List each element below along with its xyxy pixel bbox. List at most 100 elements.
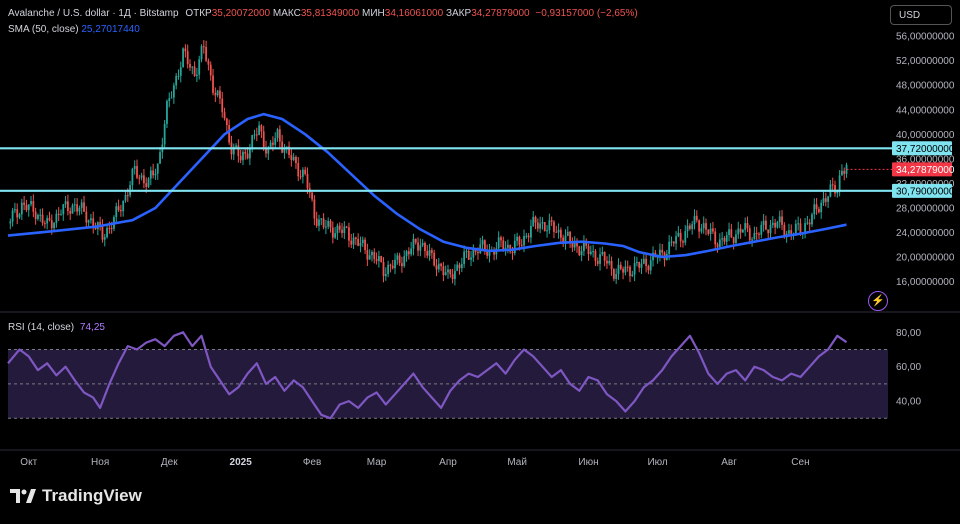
candle-body <box>389 264 392 266</box>
candle-body <box>707 229 710 234</box>
candle-body <box>728 229 730 236</box>
rsi-axis-tick: 40,00 <box>896 397 921 408</box>
candle-body <box>449 269 452 275</box>
candle-body <box>149 170 152 179</box>
candle-body <box>564 235 567 244</box>
candle-body <box>359 243 362 246</box>
candle-body <box>357 238 360 246</box>
time-axis-tick: Май <box>507 457 527 468</box>
candle-body <box>325 226 327 228</box>
candle-body <box>371 251 373 256</box>
candle-body <box>486 250 489 256</box>
candle-body <box>739 228 742 233</box>
time-axis-tick: Июл <box>647 457 667 468</box>
candle-body <box>133 166 136 169</box>
rsi-legend[interactable]: RSI (14, close) 74,25 <box>8 322 105 333</box>
candle-body <box>159 152 161 164</box>
candle-body <box>168 98 171 101</box>
candle-body <box>580 251 583 256</box>
candle-body <box>693 215 696 225</box>
candle-body <box>18 214 21 218</box>
candle-body <box>16 209 19 218</box>
last-price-tag <box>892 162 952 177</box>
time-axis-tick: Июн <box>578 457 598 468</box>
candle-body <box>290 154 293 161</box>
candle-body <box>668 241 671 254</box>
candle-body <box>788 230 790 234</box>
open-value: 35,20072000 <box>211 8 271 19</box>
candle-body <box>214 92 217 96</box>
close-value: 34,27879000 <box>471 8 530 19</box>
sma-legend[interactable]: SMA (50, close) 25,27017440 <box>8 24 140 35</box>
candle-body <box>207 60 210 65</box>
candle-body <box>283 148 286 153</box>
candle-body <box>481 240 484 245</box>
candle-body <box>267 148 270 154</box>
candle-body <box>557 229 560 233</box>
candle-body <box>612 269 615 279</box>
time-axis-tick: Фев <box>303 457 321 468</box>
candle-body <box>647 265 650 271</box>
candle-body <box>301 169 304 177</box>
candle-body <box>269 142 272 149</box>
candle-body <box>781 216 783 225</box>
candle-body <box>90 218 92 221</box>
candle-body <box>428 250 431 256</box>
candle-body <box>341 229 343 233</box>
candle-body <box>110 227 113 229</box>
candle-body <box>193 66 196 76</box>
candle-body <box>827 196 830 202</box>
candle-body <box>841 170 843 176</box>
candle-body <box>815 204 818 209</box>
currency-button[interactable]: USD <box>890 5 952 25</box>
candle-body <box>746 223 749 229</box>
candle-body <box>115 206 118 218</box>
candle-body <box>760 225 763 235</box>
candle-body <box>555 231 558 233</box>
candle-body <box>55 213 58 224</box>
candle-body <box>645 258 648 266</box>
candle-body <box>64 201 67 205</box>
candle-body <box>322 218 325 228</box>
candle-body <box>46 218 49 224</box>
candle-body <box>260 125 263 132</box>
candle-body <box>23 202 26 205</box>
candle-body <box>626 266 629 268</box>
candle-body <box>532 216 535 226</box>
candle-body <box>677 232 680 237</box>
candle-body <box>516 236 519 241</box>
candle-body <box>145 183 148 187</box>
candle-body <box>119 210 122 212</box>
level-tag <box>892 141 952 156</box>
bolt-icon[interactable]: ⚡ <box>868 291 888 311</box>
candle-body <box>191 66 194 68</box>
sma-label: SMA (50, close) <box>8 24 79 35</box>
candle-body <box>202 46 205 48</box>
candle-body <box>216 90 219 96</box>
candle-body <box>608 260 611 264</box>
candle-body <box>493 249 495 255</box>
candle-body <box>320 218 323 220</box>
candle-body <box>525 235 528 237</box>
candle-body <box>11 210 14 222</box>
candle-body <box>709 228 712 234</box>
candle-body <box>177 75 180 77</box>
candle-body <box>179 67 182 76</box>
candle-body <box>32 201 35 212</box>
price-axis-tick: 52,00000000 <box>896 56 955 67</box>
candle-body <box>688 225 691 229</box>
candle-body <box>242 151 244 161</box>
candle-body <box>596 260 599 264</box>
candle-body <box>200 46 203 60</box>
candle-body <box>661 249 664 253</box>
candle-body <box>394 259 396 269</box>
candle-body <box>808 222 811 225</box>
candle-body <box>670 241 673 243</box>
candle-body <box>659 249 661 258</box>
candle-body <box>384 274 387 277</box>
candle-body <box>723 238 726 242</box>
candle-body <box>758 233 760 235</box>
candle-body <box>737 228 740 235</box>
candle-body <box>587 245 590 255</box>
